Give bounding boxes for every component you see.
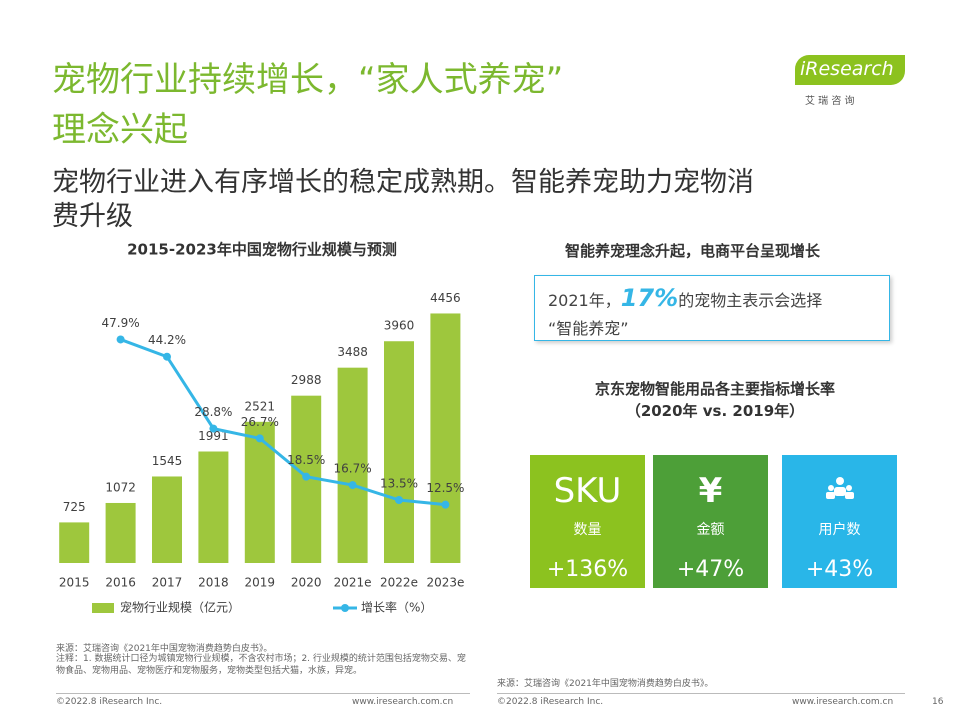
- legend-label: 增长率（%）: [361, 600, 432, 615]
- data-label: 3960: [384, 319, 415, 333]
- bar: [152, 476, 182, 563]
- data-label: 12.5%: [426, 481, 464, 495]
- bar: [59, 522, 90, 563]
- line-point: [302, 472, 311, 481]
- bar: [384, 341, 414, 563]
- line-point: [116, 335, 125, 344]
- bar: [337, 367, 368, 563]
- url: www.iresearch.com.cn: [792, 697, 894, 707]
- x-tick-label: 2015: [59, 576, 90, 590]
- x-tick-label: 2016: [105, 576, 136, 590]
- x-tick-label: 2017: [152, 576, 183, 590]
- highlight-num: 17%: [620, 284, 679, 312]
- rule: [56, 693, 470, 694]
- card-label: 用户数: [818, 522, 861, 538]
- line-point: [348, 481, 357, 490]
- bar: [198, 451, 229, 563]
- card-value: +136%: [546, 557, 629, 582]
- data-label: 26.7%: [241, 415, 279, 429]
- line-point: [209, 424, 218, 433]
- card-label: 数量: [573, 522, 602, 538]
- title: 理念兴起: [52, 110, 188, 150]
- cards-title: 京东宠物智能用品各主要指标增长率: [594, 380, 835, 398]
- card: SKU 数量 +136%: [530, 455, 645, 588]
- highlight-text: “智能养宠”: [548, 319, 629, 338]
- subtitle: 费升级: [52, 201, 133, 232]
- users-icon: [825, 477, 854, 499]
- data-label: 18.5%: [287, 453, 325, 467]
- data-label: 3488: [337, 345, 368, 359]
- subtitle: 宠物行业进入有序增长的稳定成熟期。智能养宠助力宠物消: [52, 167, 754, 198]
- card-value: +43%: [805, 557, 874, 582]
- highlight-post: 的宠物主表示会选择: [678, 291, 823, 310]
- highlight-text: 2021年，17%的宠物主表示会选择: [548, 284, 822, 312]
- page-number: 16: [932, 697, 944, 707]
- x-tick-label: 2023e: [426, 576, 464, 590]
- data-label: 44.2%: [148, 333, 186, 347]
- source: 来源：艾瑞咨询《2021年中国宠物消费趋势白皮书》。: [56, 644, 273, 654]
- card-icon: [782, 471, 897, 513]
- card-icon: ¥: [698, 471, 723, 511]
- data-label: 725: [63, 500, 86, 514]
- legend-swatch: [92, 603, 114, 613]
- chart-title: 2015-2023年中国宠物行业规模与预测: [127, 241, 397, 259]
- bar: [430, 313, 461, 563]
- panel-heading: 智能养宠理念升起，电商平台呈现增长: [565, 242, 821, 260]
- highlight-box: [534, 275, 890, 341]
- chart: 2015-2023年中国宠物行业规模与预测 2015 2016 2017 2018 20…: [59, 241, 465, 615]
- card: ¥ 金额 +47%: [653, 455, 768, 588]
- copyright: ©2022.8 iResearch Inc.: [56, 697, 163, 707]
- url: www.iresearch.com.cn: [352, 697, 454, 707]
- line-point: [441, 500, 450, 509]
- x-tick-label: 2018: [198, 576, 229, 590]
- data-label: 16.7%: [334, 462, 372, 476]
- bar: [105, 502, 136, 563]
- note: 注释：1. 数据统计口径为城镇宠物行业规模，不含农村市场；2. 行业规模的统计范…: [56, 654, 466, 676]
- legend-swatch: [341, 604, 349, 612]
- logo-badge: [795, 55, 905, 85]
- copyright: ©2022.8 iResearch Inc.: [497, 697, 604, 707]
- data-label: 2988: [291, 373, 322, 387]
- card-label: 金额: [696, 522, 725, 538]
- highlight-pre: 2021年，: [548, 291, 621, 310]
- legend-label: 宠物行业规模（亿元）: [120, 600, 240, 615]
- rule: [497, 693, 905, 694]
- bar: [244, 421, 275, 563]
- logo-cn: 艾 瑞 咨 询: [805, 96, 855, 107]
- data-label: 2521: [245, 399, 276, 413]
- logo-brand: iResearch: [800, 58, 894, 80]
- data-label: 13.5%: [380, 477, 418, 491]
- x-tick-label: 2019: [245, 576, 276, 590]
- line-point: [255, 434, 264, 443]
- data-label: 28.8%: [194, 405, 232, 419]
- line-point: [395, 496, 403, 504]
- card-icon: SKU: [553, 471, 622, 511]
- data-label: 1072: [105, 480, 136, 494]
- source: 来源：艾瑞咨询《2021年中国宠物消费趋势白皮书》。: [497, 679, 714, 689]
- cards-title: （2020年 vs. 2019年）: [625, 402, 805, 420]
- x-tick-label: 2022e: [380, 576, 418, 590]
- card-value: +47%: [676, 557, 745, 582]
- x-tick-label: 2020: [291, 576, 322, 590]
- line-point: [163, 352, 171, 361]
- data-label: 1545: [152, 454, 183, 468]
- data-label: 47.9%: [102, 316, 140, 330]
- x-tick-label: 2021e: [334, 576, 372, 590]
- data-label: 4456: [430, 291, 461, 305]
- line: [120, 338, 446, 507]
- title: 宠物行业持续增长，“家人式养宠”: [52, 60, 564, 100]
- data-label: 1991: [198, 429, 229, 443]
- card: 用户数 +43%: [782, 455, 897, 588]
